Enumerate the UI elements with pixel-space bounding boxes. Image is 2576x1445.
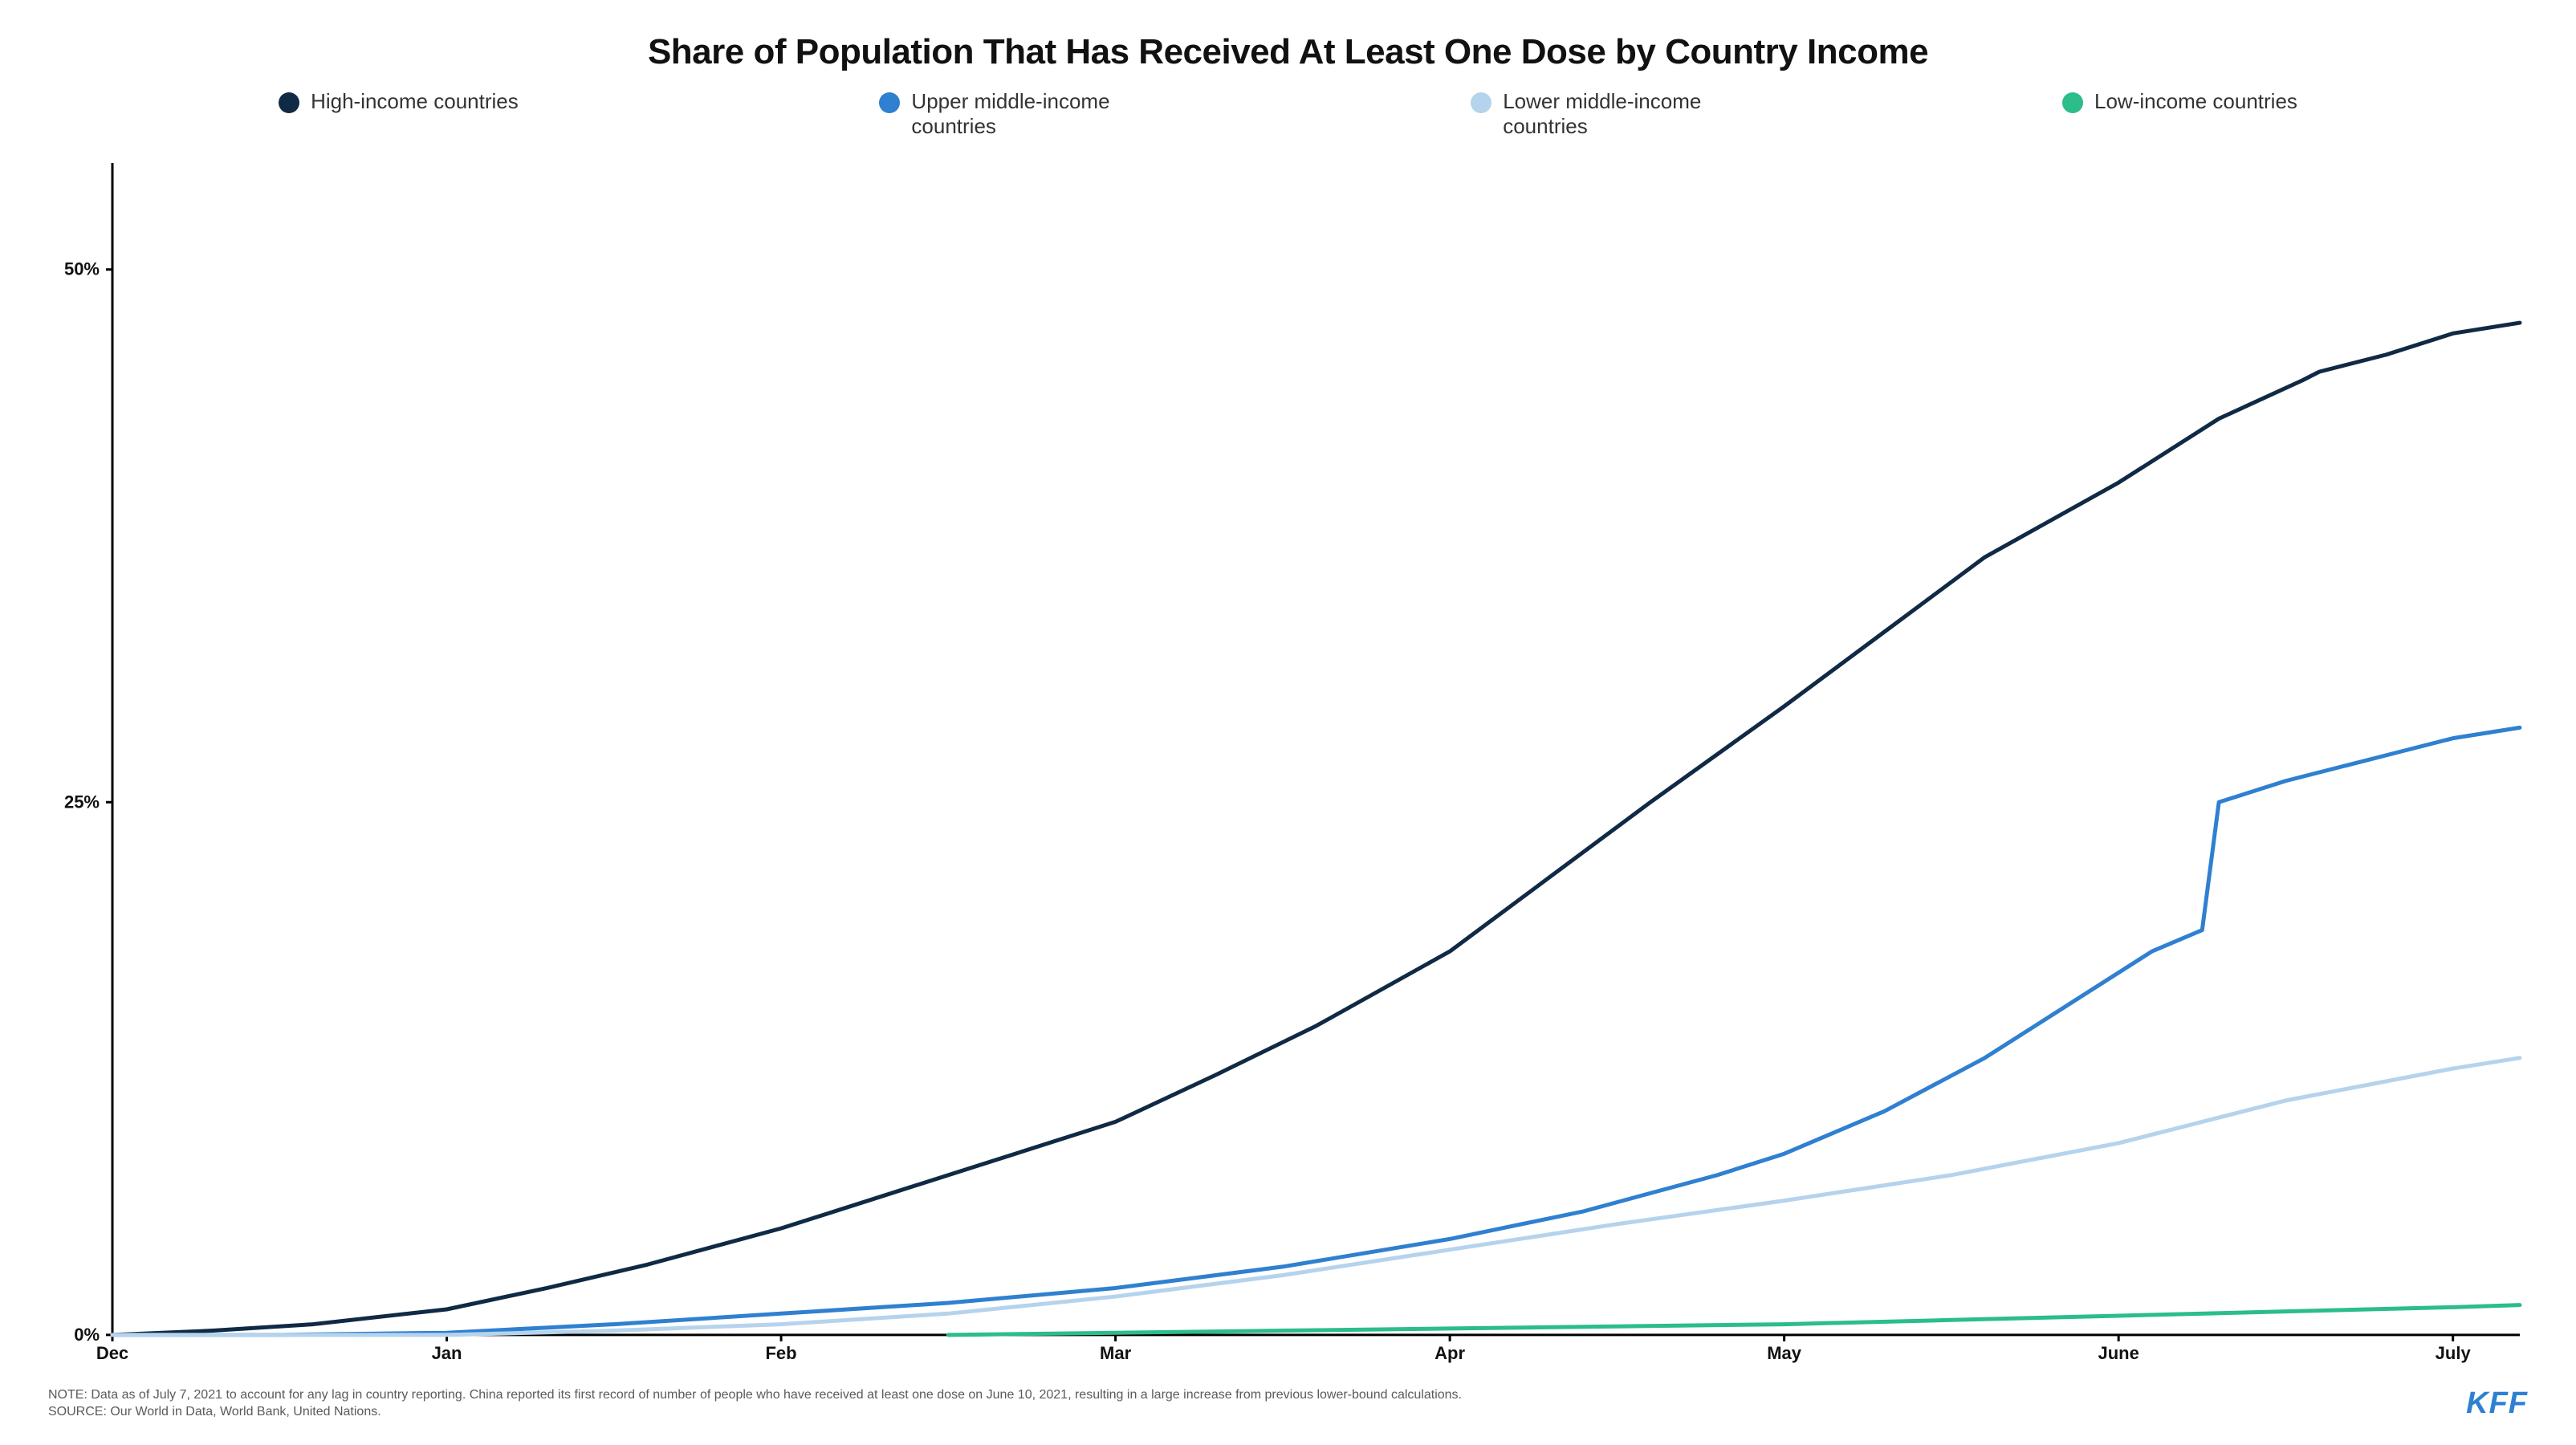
legend-marker-icon (279, 92, 299, 113)
x-axis-label: Apr (1435, 1343, 1465, 1363)
y-axis-label: 25% (64, 792, 100, 812)
x-axis-label: Dec (96, 1343, 128, 1363)
chart-title: Share of Population That Has Received At… (48, 32, 2528, 73)
legend-label: Upper middle-incomecountries (911, 89, 1109, 139)
note-line: NOTE: Data as of July 7, 2021 to account… (48, 1386, 1462, 1404)
line-chart-svg: 0% 25% 50% Dec Jan Feb Mar Apr May June July (48, 155, 2528, 1375)
source-line: SOURCE: Our World in Data, World Bank, U… (48, 1403, 1462, 1421)
legend-item: Upper middle-incomecountries (879, 89, 1109, 139)
y-axis-label: 0% (74, 1325, 100, 1345)
y-axis-label: 50% (64, 259, 100, 279)
x-axis-label: July (2436, 1343, 2472, 1363)
x-axis-label: Mar (1100, 1343, 1132, 1363)
x-axis-label: Feb (765, 1343, 796, 1363)
legend-label: Low-income countries (2094, 89, 2297, 114)
legend-marker-icon (1471, 92, 1491, 113)
legend-label: High-income countries (311, 89, 519, 114)
legend-marker-icon (879, 92, 900, 113)
legend-item: Low-income countries (2062, 89, 2297, 139)
x-axis-label: June (2098, 1343, 2139, 1363)
chart-area: 0% 25% 50% Dec Jan Feb Mar Apr May June July (48, 155, 2528, 1375)
legend-item: High-income countries (279, 89, 519, 139)
kff-logo: KFF (2466, 1386, 2528, 1421)
legend-marker-icon (2062, 92, 2083, 113)
series-line (112, 727, 2520, 1334)
legend: High-income countries Upper middle-income… (110, 89, 2466, 139)
x-axis-label: May (1767, 1343, 1802, 1363)
footnote: NOTE: Data as of July 7, 2021 to account… (48, 1386, 1462, 1421)
series-line (948, 1305, 2520, 1335)
x-axis-label: Jan (432, 1343, 462, 1363)
series-line (112, 323, 2520, 1335)
legend-label: Lower middle-incomecountries (1503, 89, 1701, 139)
legend-item: Lower middle-incomecountries (1471, 89, 1701, 139)
series-line (112, 1058, 2520, 1335)
